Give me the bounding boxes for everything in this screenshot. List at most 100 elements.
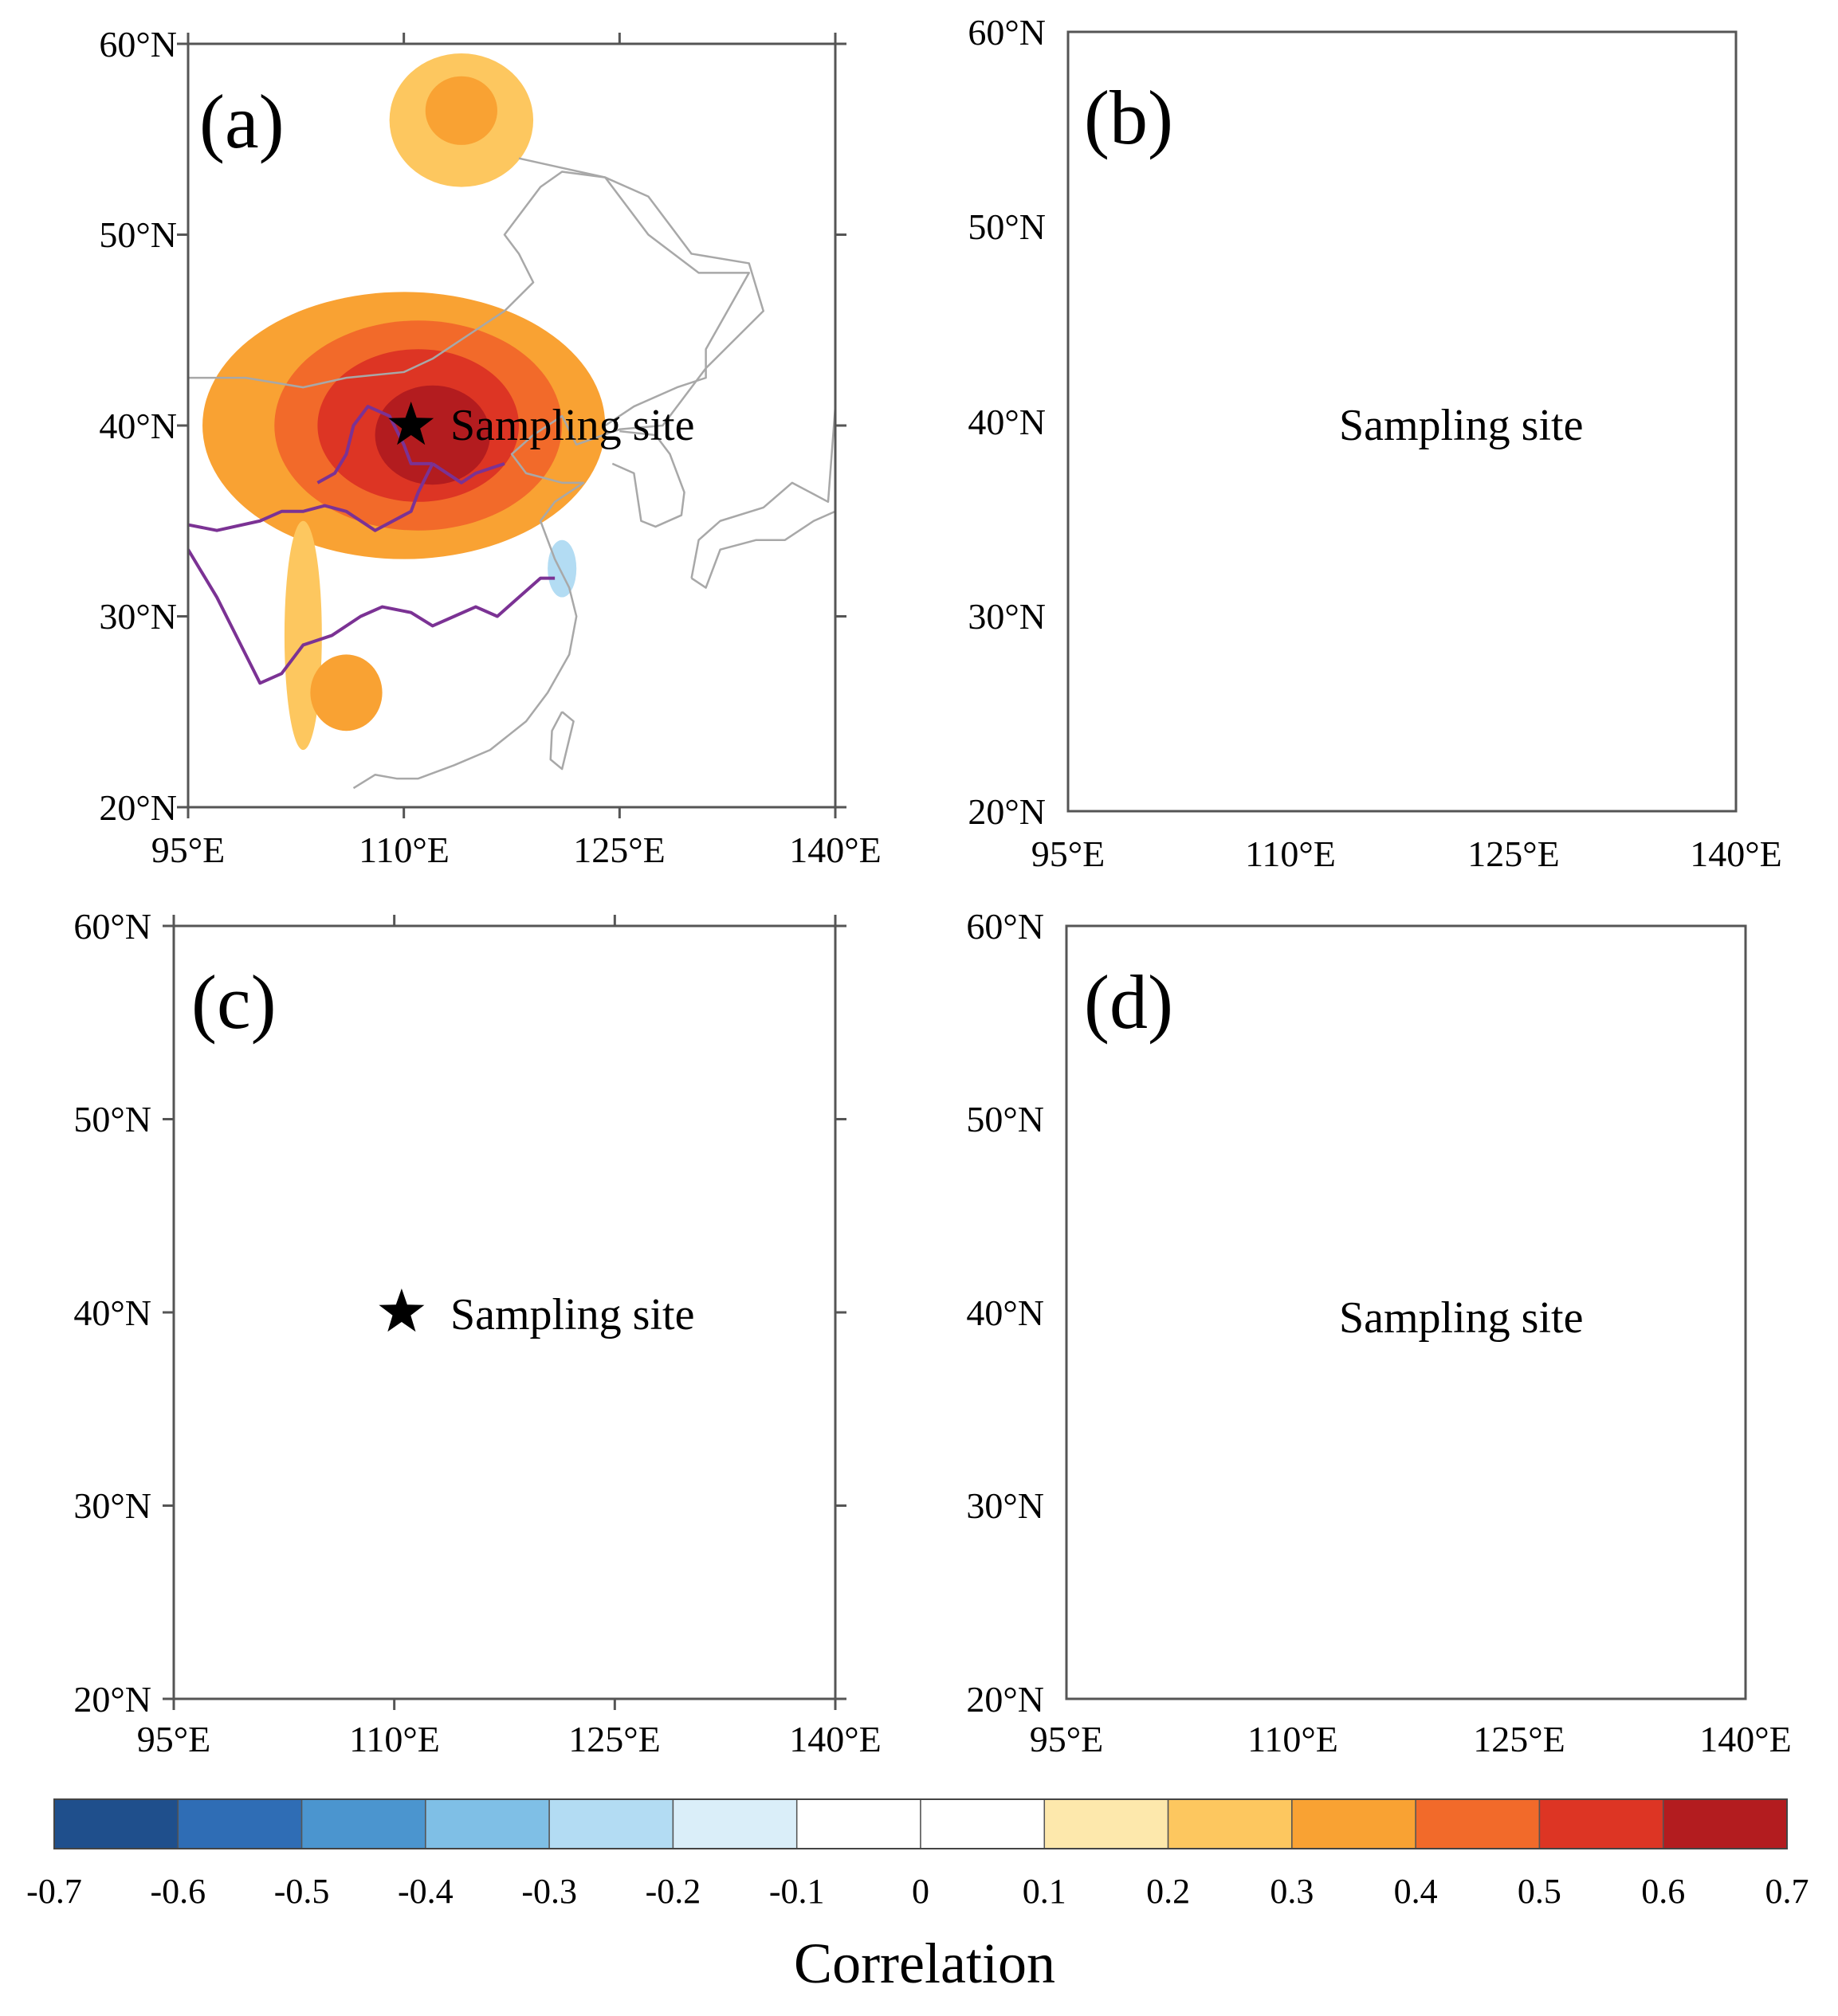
x-tick-label: 125°E xyxy=(1467,833,1560,874)
y-axis-labels-c: 60°N 50°N 40°N 30°N 20°N xyxy=(73,906,151,1720)
star-icon xyxy=(379,1288,425,1332)
panel-b: 95°E 110°E 125°E 140°E 60°N 50°N 40°N 30… xyxy=(163,12,1782,1710)
coastline xyxy=(352,157,765,790)
sampling-site-marker-b xyxy=(379,1288,425,1332)
colorbar-tick-label: -0.7 xyxy=(26,1872,82,1911)
colorbar-box xyxy=(672,1798,798,1849)
y-tick-label: 20°N xyxy=(99,787,177,828)
correlation-contour xyxy=(416,926,489,1003)
x-tick-label: 110°E xyxy=(349,1719,440,1759)
y-tick-label: 30°N xyxy=(73,1485,151,1526)
coastline-japan xyxy=(690,405,835,589)
river xyxy=(431,462,505,484)
star-icon xyxy=(388,402,434,445)
x-tick-label: 95°E xyxy=(1030,1719,1104,1759)
colorbar-tick-label: 0.1 xyxy=(1023,1872,1066,1911)
colorbar-tick-label: -0.1 xyxy=(769,1872,825,1911)
y-tick-label: 60°N xyxy=(73,906,151,947)
correlation-contour xyxy=(425,76,497,145)
colorbar-tick-label: 0.6 xyxy=(1641,1872,1685,1911)
x-tick-label: 140°E xyxy=(789,830,882,870)
x-axis-labels-b: 95°E 110°E 125°E 140°E xyxy=(1031,833,1782,874)
sampling-site-label-d: Sampling site xyxy=(1339,1293,1583,1343)
country-border xyxy=(174,1055,747,1312)
colorbar: -0.7 -0.6 -0.5 -0.4 -0.3 -0.2 -0.1 0 0.1 0.2 0.3 0.… xyxy=(26,1798,1809,1995)
panel-label-d: (d) xyxy=(1084,959,1173,1045)
map-frame-d xyxy=(1065,924,1747,1700)
y-tick-label: 30°N xyxy=(968,596,1046,637)
colorbar-tick-label: 0 xyxy=(912,1872,929,1911)
x-tick-label: 95°E xyxy=(1031,833,1106,874)
country-border xyxy=(188,171,750,427)
y-tick-label: 50°N xyxy=(966,1099,1044,1139)
y-tick-label: 50°N xyxy=(99,214,177,255)
sampling-site-label-b: Sampling site xyxy=(1339,401,1583,450)
x-axis-labels-a: 95°E 110°E 125°E 140°E xyxy=(151,830,882,870)
colorbar-tick-label: 0.3 xyxy=(1270,1872,1314,1911)
correlation-contour xyxy=(375,385,490,485)
x-tick-label: 95°E xyxy=(137,1719,211,1759)
colorbar-box xyxy=(300,1798,426,1849)
sampling-site-label-c: Sampling site xyxy=(450,1290,694,1339)
colorbar-tick-label: 0.7 xyxy=(1765,1872,1809,1911)
panel-c: 95°E 110°E 125°E 140°E 60°N 50°N 40°N 30… xyxy=(73,906,881,1759)
river xyxy=(188,463,434,532)
correlation-contour xyxy=(284,520,322,751)
river xyxy=(174,1438,548,1574)
colorbar-tick-label: 0.4 xyxy=(1394,1872,1438,1911)
colorbar-tick-label: -0.3 xyxy=(521,1872,577,1911)
map-frame-c xyxy=(172,924,837,1700)
panel-label-b: (b) xyxy=(1084,75,1173,160)
coastline-taiwan xyxy=(549,711,575,771)
x-tick-label: 125°E xyxy=(568,1719,661,1759)
colorbar-box xyxy=(177,1798,303,1849)
y-tick-label: 60°N xyxy=(966,906,1044,947)
y-tick-label: 20°N xyxy=(968,791,1046,832)
geography-a xyxy=(188,157,835,790)
x-tick-label: 110°E xyxy=(1245,833,1336,874)
colorbar-box xyxy=(795,1798,921,1849)
coastline-japan xyxy=(689,1293,835,1477)
colorbar-box xyxy=(1043,1798,1169,1849)
colorbar-tick-label: 0.5 xyxy=(1518,1872,1561,1911)
colorbar-tick-labels: -0.7 -0.6 -0.5 -0.4 -0.3 -0.2 -0.1 0 0.1 0.2 0.3 0.… xyxy=(26,1872,1809,1911)
y-tick-label: 20°N xyxy=(966,1679,1044,1720)
colorbar-boxes xyxy=(53,1798,1788,1849)
colorbar-tick-label: 0.2 xyxy=(1146,1872,1190,1911)
y-tick-label: 50°N xyxy=(968,206,1046,247)
y-tick-label: 20°N xyxy=(73,1679,151,1720)
sampling-site-label-a: Sampling site xyxy=(450,401,694,450)
x-tick-label: 125°E xyxy=(573,830,666,870)
sampling-site-marker-a xyxy=(388,402,434,445)
correlation-field-a xyxy=(202,53,606,751)
map-frame-b xyxy=(1066,30,1738,813)
colorbar-tick-label: -0.2 xyxy=(646,1872,701,1911)
x-tick-label: 95°E xyxy=(151,830,226,870)
panel-label-a: (a) xyxy=(199,79,285,164)
colorbar-tick-label: -0.4 xyxy=(398,1872,454,1911)
x-tick-label: 110°E xyxy=(359,830,450,870)
y-tick-label: 40°N xyxy=(73,1292,151,1333)
y-tick-label: 30°N xyxy=(966,1485,1044,1526)
x-axis-labels-d: 95°E 110°E 125°E 140°E xyxy=(1030,1719,1792,1759)
correlation-contour xyxy=(243,1106,267,1133)
y-tick-label: 40°N xyxy=(99,406,177,446)
x-axis-labels-c: 95°E 110°E 125°E 140°E xyxy=(137,1719,882,1759)
colorbar-title: Correlation xyxy=(794,1932,1055,1995)
river xyxy=(316,405,433,484)
x-tick-label: 140°E xyxy=(789,1719,882,1759)
geography-b xyxy=(174,1042,879,1680)
coastline-korea xyxy=(611,429,685,528)
panel-d: 95°E 110°E 125°E 140°E 60°N 50°N 40°N 30… xyxy=(966,906,1791,1759)
y-tick-label: 60°N xyxy=(99,24,177,65)
correlation-contour xyxy=(328,1525,402,1602)
colorbar-box xyxy=(1167,1798,1293,1849)
x-tick-label: 110°E xyxy=(1247,1719,1338,1759)
coastline xyxy=(343,1042,762,1680)
x-tick-label: 140°E xyxy=(1690,833,1782,874)
x-tick-label: 125°E xyxy=(1473,1719,1565,1759)
x-tick-label: 140°E xyxy=(1699,1719,1792,1759)
y-axis-labels-b: 60°N 50°N 40°N 30°N 20°N xyxy=(968,12,1046,832)
axis-ticks-b xyxy=(163,915,846,1710)
